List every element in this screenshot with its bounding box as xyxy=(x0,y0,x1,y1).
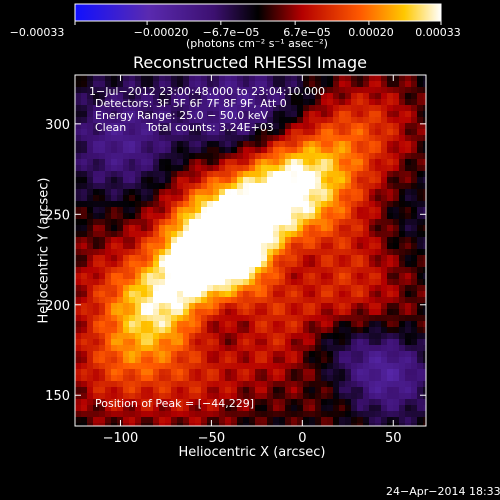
x-tick-label: 50 xyxy=(385,431,402,446)
detectors-annotation: Detectors: 3F 5F 6F 7F 8F 9F, Att 0 xyxy=(95,97,287,110)
colorbar-tick-label: −6.7e−05 xyxy=(203,26,260,39)
time-range-annotation: 1−Jul−2012 23:00:48.000 to 23:04:10.000 xyxy=(89,85,326,98)
counts-annotation: Total counts: 3.24E+03 xyxy=(146,121,274,134)
y-tick-label: 200 xyxy=(45,299,70,314)
colorbar-tick-label: −0.00020 xyxy=(134,26,189,39)
plot-frame xyxy=(74,74,427,427)
colorbar-tick-label: −0.00033 xyxy=(10,26,65,39)
x-tick-label: −100 xyxy=(103,431,139,446)
energy-annotation: Energy Range: 25.0 − 50.0 keV xyxy=(95,109,269,122)
colorbar-tick-label: 6.7e−05 xyxy=(283,26,330,39)
y-tick-label: 300 xyxy=(45,118,70,133)
x-axis-label: Heliocentric X (arcsec) xyxy=(178,445,326,460)
x-tick-label: −50 xyxy=(198,431,225,446)
footer-timestamp: 24−Apr−2014 18:33 xyxy=(386,485,500,498)
colorbar-units: (photons cm⁻² s⁻¹ asec⁻²) xyxy=(186,37,328,50)
axis-ticks: −100 −50 0 50 150 200 250 300 xyxy=(45,75,426,446)
colorbar-tick-label: 0.00033 xyxy=(415,26,461,39)
heatmap-image xyxy=(75,75,426,426)
colorbar-ticks: −0.00033 −0.00020 −6.7e−05 6.7e−05 0.00020 0.… xyxy=(10,21,461,39)
y-axis-label: Heliocentric Y (arcsec) xyxy=(36,177,52,324)
y-tick-label: 150 xyxy=(45,389,70,404)
x-tick-label: 0 xyxy=(298,431,306,446)
clean-annotation: Clean xyxy=(95,121,127,134)
colorbar-tick-label: 0.00020 xyxy=(348,26,394,39)
y-tick-label: 250 xyxy=(45,208,70,223)
chart-title: Reconstructed RHESSI Image xyxy=(133,53,367,72)
peak-annotation: Position of Peak = [−44,229] xyxy=(95,397,255,410)
colorbar xyxy=(74,3,442,22)
